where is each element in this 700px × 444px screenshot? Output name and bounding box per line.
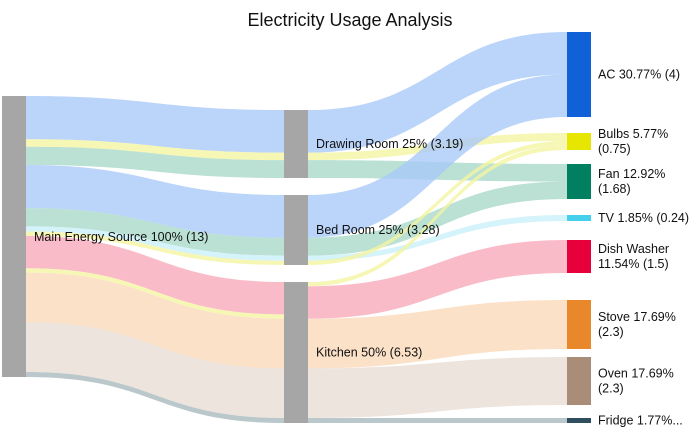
node-label-bed: Bed Room 25% (3.28) (316, 223, 440, 237)
node-kitchen[interactable] (284, 282, 308, 423)
chart-title: Electricity Usage Analysis (247, 10, 453, 30)
node-fan[interactable] (567, 164, 591, 199)
link-main-to-bed-fan[interactable] (26, 208, 284, 256)
link-main-to-kitchen-bulbs[interactable] (26, 268, 284, 319)
node-main[interactable] (2, 96, 26, 377)
nodes-layer (2, 32, 591, 423)
node-label-kitchen: Kitchen 50% (6.53) (316, 346, 422, 360)
link-kitchen-to-dish[interactable] (308, 240, 567, 319)
labels-layer: Main Energy Source 100% (13) Drawing Room… (34, 68, 689, 428)
link-bed-to-bulbs[interactable] (308, 140, 567, 265)
node-label-fan: Fan 12.92% (1.68) (598, 167, 665, 196)
link-kitchen-to-bulbs[interactable] (308, 145, 567, 287)
node-stove[interactable] (567, 300, 591, 349)
node-label-fridge: Fridge 1.77%... (598, 414, 683, 428)
node-label-ac: AC 30.77% (4) (598, 68, 680, 82)
link-kitchen-to-fridge[interactable] (308, 418, 567, 423)
link-main-to-bed-ac[interactable] (26, 164, 284, 238)
link-bed-to-tv[interactable] (308, 215, 567, 261)
link-kitchen-to-oven[interactable] (308, 357, 567, 419)
link-main-to-kitchen-dish[interactable] (26, 235, 284, 315)
link-bed-to-fan[interactable] (308, 181, 567, 256)
node-label-main: Main Energy Source 100% (13) (34, 230, 208, 244)
node-dish[interactable] (567, 240, 591, 273)
links-layer (26, 32, 567, 423)
node-fridge[interactable] (567, 418, 591, 423)
node-oven[interactable] (567, 357, 591, 405)
link-main-to-kitchen-oven[interactable] (26, 322, 284, 419)
node-label-tv: TV 1.85% (0.24) (598, 211, 689, 225)
link-kitchen-to-stove[interactable] (308, 300, 567, 369)
node-label-bulbs: Bulbs 5.77% (0.75) (598, 127, 668, 156)
link-main-to-drawing-fan[interactable] (26, 146, 284, 178)
link-main-to-drawing-bulbs[interactable] (26, 139, 284, 161)
link-main-to-kitchen-fridge[interactable] (26, 372, 284, 423)
link-bed-to-ac[interactable] (308, 74, 567, 238)
link-main-to-bed-tv[interactable] (26, 226, 284, 261)
node-label-stove: Stove 17.69% (2.3) (598, 310, 676, 339)
link-drawing-to-ac[interactable] (308, 32, 567, 153)
node-label-dish: Dish Washer 11.54% (1.5) (598, 242, 669, 271)
node-label-oven: Oven 17.69% (2.3) (598, 367, 674, 396)
link-main-to-kitchen-stove[interactable] (26, 272, 284, 369)
node-tv[interactable] (567, 215, 591, 221)
node-bulbs[interactable] (567, 133, 591, 150)
link-main-to-drawing-ac[interactable] (26, 96, 284, 153)
node-drawing[interactable] (284, 110, 308, 178)
link-main-to-bed-bulbs[interactable] (26, 231, 284, 265)
node-ac[interactable] (567, 32, 591, 117)
node-bed[interactable] (284, 195, 308, 265)
node-label-drawing: Drawing Room 25% (3.19) (316, 137, 463, 151)
